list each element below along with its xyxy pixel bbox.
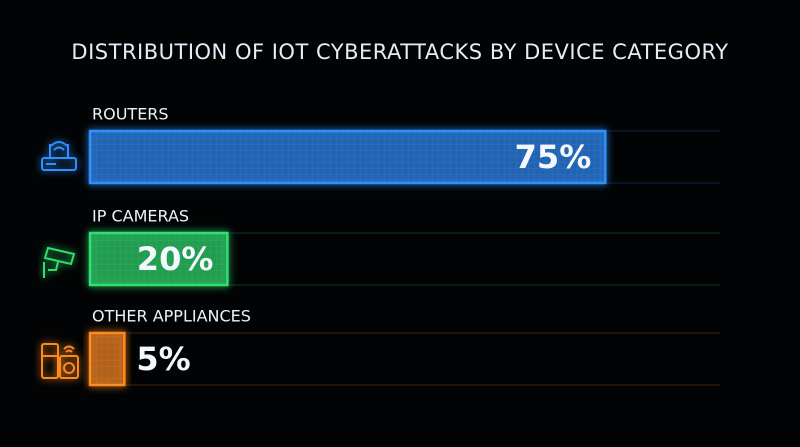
value-label: 5% (136, 340, 190, 378)
value-label: 75% (515, 138, 592, 176)
value-label: 20% (137, 240, 214, 278)
router-icon (41, 141, 77, 171)
category-label: ROUTERS (92, 105, 169, 124)
bar-texture (90, 131, 606, 183)
camera-icon (43, 246, 76, 278)
category-label: IP CAMERAS (92, 207, 189, 226)
category-label: OTHER APPLIANCES (92, 307, 251, 326)
chart-title: DISTRIBUTION OF IOT CYBERATTACKS BY DEVI… (71, 40, 728, 64)
bar-texture (90, 233, 228, 285)
bar-texture (90, 333, 125, 385)
appliance-icon (41, 343, 79, 379)
